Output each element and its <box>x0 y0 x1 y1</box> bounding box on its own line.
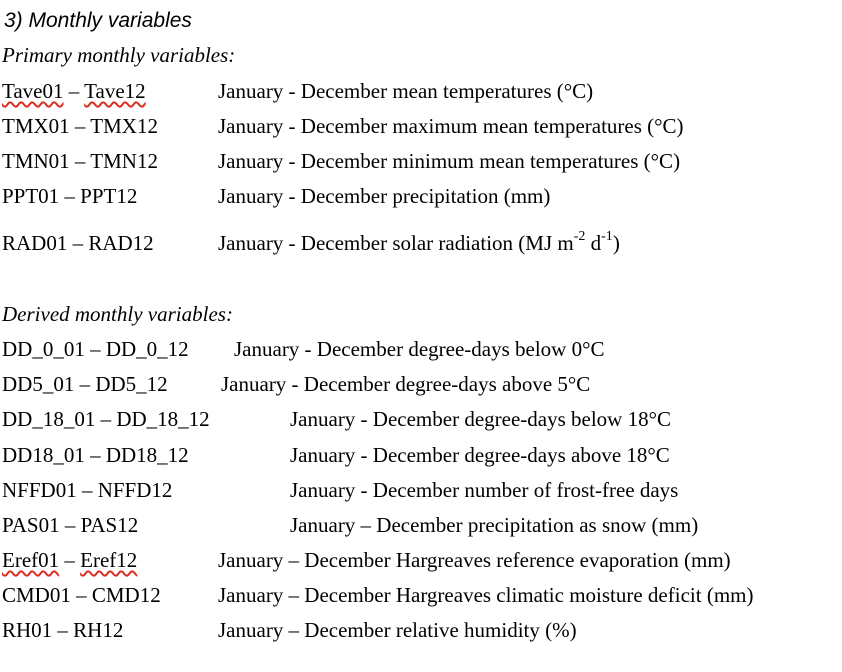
variable-code: CMD01 – CMD12 <box>2 583 161 607</box>
variable-description: January - December solar radiation (MJ m… <box>218 229 620 256</box>
variable-description: January - December number of frost-free … <box>290 478 679 502</box>
variable-row-rh: RH01 – RH12 January – December relative … <box>0 617 842 647</box>
variable-code: PAS01 – PAS12 <box>2 513 139 537</box>
variable-code: NFFD01 – NFFD12 <box>2 478 173 502</box>
variable-code: DD_18_01 – DD_18_12 <box>2 407 210 431</box>
variable-description: January - December minimum mean temperat… <box>218 149 681 173</box>
variable-description: January - December precipitation (mm) <box>218 184 551 208</box>
variable-code: RH01 – RH12 <box>2 618 124 642</box>
misspelled-word: Tave01 <box>2 79 64 103</box>
variable-code: TMN01 – TMN12 <box>2 149 158 173</box>
variable-code: TMX01 – TMX12 <box>2 114 158 138</box>
variable-description: January - December mean temperatures (°C… <box>218 79 594 103</box>
variable-description: January - December degree-days below 0°C <box>234 337 605 361</box>
variable-row-nffd: NFFD01 – NFFD12 January - December numbe… <box>0 477 842 507</box>
variable-code: PPT01 – PPT12 <box>2 184 138 208</box>
variable-description: January – December precipitation as snow… <box>290 513 699 537</box>
variable-description: January - December degree-days above 18°… <box>290 443 670 467</box>
derived-variables-title: Derived monthly variables: <box>2 302 233 326</box>
variable-code: DD_0_01 – DD_0_12 <box>2 337 189 361</box>
misspelled-word: Tave12 <box>84 79 146 103</box>
variable-description: January - December degree-days below 18°… <box>290 407 671 431</box>
variable-row-pas: PAS01 – PAS12 January – December precipi… <box>0 512 842 542</box>
variable-row-dd5: DD5_01 – DD5_12 January - December degre… <box>0 371 842 401</box>
variable-description: January - December degree-days above 5°C <box>221 372 591 396</box>
variable-row-dd-18: DD_18_01 – DD_18_12 January - December d… <box>0 406 842 436</box>
misspelled-word: Eref01 <box>2 548 60 572</box>
primary-variables-title: Primary monthly variables: <box>2 43 236 67</box>
variable-row-tmx: TMX01 – TMX12 January - December maximum… <box>0 113 842 143</box>
variable-code: DD5_01 – DD5_12 <box>2 372 168 396</box>
variable-description: January – December Hargreaves climatic m… <box>218 583 754 607</box>
variable-description: January – December relative humidity (%) <box>218 618 577 642</box>
variable-row-cmd: CMD01 – CMD12 January – December Hargrea… <box>0 582 842 612</box>
section-heading: 3) Monthly variables <box>4 9 192 32</box>
variable-code: DD18_01 – DD18_12 <box>2 443 189 467</box>
variable-row-dd0: DD_0_01 – DD_0_12 January - December deg… <box>0 336 842 366</box>
variable-code: RAD01 – RAD12 <box>2 231 154 255</box>
variable-row-dd18: DD18_01 – DD18_12 January - December deg… <box>0 442 842 472</box>
misspelled-word: Eref12 <box>80 548 138 572</box>
variable-code: Eref01 – Eref12 <box>2 548 138 572</box>
variable-row-ppt: PPT01 – PPT12 January - December precipi… <box>0 183 842 213</box>
variable-row-rad: RAD01 – RAD12 January - December solar r… <box>0 230 842 260</box>
variable-row-eref: Eref01 – Eref12 January – December Hargr… <box>0 547 842 577</box>
variable-row-tave: Tave01 – Tave12 January - December mean … <box>0 78 842 108</box>
variable-row-tmn: TMN01 – TMN12 January - December minimum… <box>0 148 842 178</box>
variable-description: January – December Hargreaves reference … <box>218 548 731 572</box>
variable-description: January - December maximum mean temperat… <box>218 114 684 138</box>
variable-code: Tave01 – Tave12 <box>2 79 146 103</box>
